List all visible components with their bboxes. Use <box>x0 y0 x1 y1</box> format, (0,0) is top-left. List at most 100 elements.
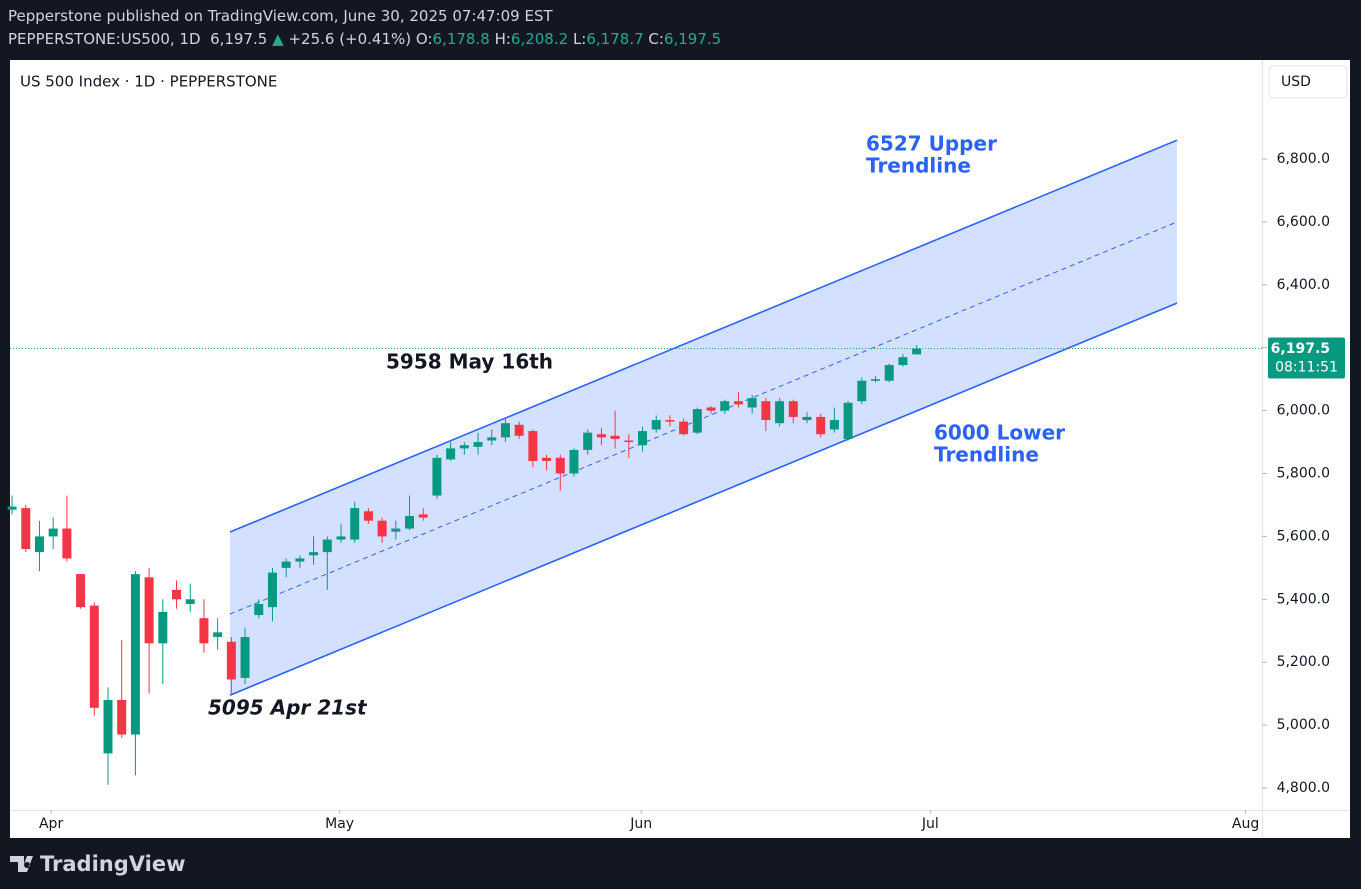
candle-body <box>336 536 346 540</box>
channel-line <box>229 302 1178 696</box>
candle-body <box>747 398 757 408</box>
logo-icon <box>10 856 33 872</box>
candle-body <box>871 379 881 381</box>
last: 6,197.5 <box>210 30 268 48</box>
candle-body <box>583 432 593 450</box>
countdown: 08:11:51 <box>1275 360 1338 376</box>
annotation: Trendline <box>866 154 971 178</box>
candle-body <box>638 431 648 446</box>
channel-line <box>229 139 1178 533</box>
candle-body <box>720 401 730 411</box>
x-tick-label: Apr <box>39 816 63 832</box>
close-label: C: <box>648 30 664 48</box>
candle-body <box>309 552 319 556</box>
y-tick-label: 5,000.0 <box>1277 717 1330 733</box>
candle-body <box>487 437 497 441</box>
candle-body <box>267 572 277 608</box>
low: 6,178.7 <box>586 30 644 48</box>
close: 6,197.5 <box>663 30 722 48</box>
annotation: 5095 Apr 21st <box>208 696 368 720</box>
candle-body <box>706 407 716 411</box>
change: +25.6 (+0.41%) <box>288 30 412 48</box>
candle-body <box>89 605 99 708</box>
candle-body <box>377 520 387 537</box>
plot <box>7 139 1262 785</box>
x-tick-label: Jul <box>921 816 939 832</box>
candle-body <box>884 365 894 381</box>
candle-body <box>432 457 442 496</box>
candle-body <box>528 431 538 461</box>
candle-body <box>226 641 236 680</box>
open: 6,178.8 <box>432 30 490 48</box>
candle-body <box>761 401 771 421</box>
candle-body <box>500 423 510 438</box>
candle-body <box>254 604 264 616</box>
y-tick-label: 6,600.0 <box>1277 214 1330 230</box>
candle-body <box>733 401 743 405</box>
high-label: H: <box>494 30 511 48</box>
candle-body <box>117 699 127 735</box>
candle-body <box>295 558 305 562</box>
candle-body <box>281 561 291 568</box>
candle-body <box>788 401 798 417</box>
candle-body <box>555 457 565 474</box>
candle-body <box>391 528 401 532</box>
candle-body <box>213 632 223 638</box>
candle-body <box>898 357 908 366</box>
publisher: Pepperstone published on TradingView.com… <box>8 7 553 25</box>
x-tick-label: May <box>325 816 354 832</box>
y-tick-label: 5,800.0 <box>1277 466 1330 482</box>
candle-body <box>775 401 785 424</box>
candle-body <box>473 442 483 447</box>
candle-body <box>405 515 415 529</box>
annotation: 6000 Lower <box>934 421 1065 445</box>
currency-button[interactable] <box>1268 65 1348 99</box>
candle-body <box>459 445 469 449</box>
high: 6,208.2 <box>510 30 569 48</box>
candle-body <box>103 699 113 754</box>
logo: TradingView <box>10 852 185 876</box>
channel-fill <box>229 140 1178 696</box>
candle-body <box>158 611 168 644</box>
last-price-box <box>1268 337 1345 379</box>
y-tick-label: 6,800.0 <box>1277 151 1330 167</box>
chart-title: US 500 Index · 1D · PEPPERSTONE <box>20 73 277 91</box>
candle-body <box>692 409 702 433</box>
open-label: O: <box>415 30 433 48</box>
candle-body <box>7 506 17 510</box>
candle-body <box>172 589 182 600</box>
y-tick-label: 6,000.0 <box>1277 403 1330 419</box>
last-price-label: 6,197.5 <box>1271 341 1330 357</box>
symbol: PEPPERSTONE:US500, 1D <box>8 30 201 48</box>
candle-body <box>322 539 332 553</box>
y-tick-label: 6,400.0 <box>1277 277 1330 293</box>
candle-body <box>816 416 826 435</box>
y-tick-label: 5,600.0 <box>1277 528 1330 544</box>
candle-body <box>610 435 620 439</box>
candle-body <box>596 434 606 438</box>
candle-body <box>240 637 250 678</box>
candle-body <box>514 424 524 436</box>
y-tick-label: 4,800.0 <box>1277 780 1330 796</box>
candle-body <box>199 618 209 644</box>
candle-body <box>802 416 812 421</box>
x-tick-label: Jun <box>629 816 652 832</box>
candle-body <box>144 577 154 644</box>
candle-body <box>418 514 428 518</box>
logo-text: TradingView <box>40 852 185 876</box>
candle-body <box>843 402 853 439</box>
candle-body <box>679 421 689 435</box>
candle-body <box>569 449 579 474</box>
currency: USD <box>1281 74 1311 90</box>
y-tick-label: 5,200.0 <box>1277 654 1330 670</box>
candle-body <box>363 511 373 521</box>
candle-body <box>34 536 44 553</box>
candle-body <box>130 574 140 735</box>
candle-body <box>542 457 552 461</box>
quote-line: PEPPERSTONE:US500, 1D 6,197.5 ▲ +25.6 (+… <box>8 30 721 48</box>
candle-body <box>350 508 360 540</box>
candle-body <box>651 420 661 430</box>
candle-body <box>857 380 867 402</box>
